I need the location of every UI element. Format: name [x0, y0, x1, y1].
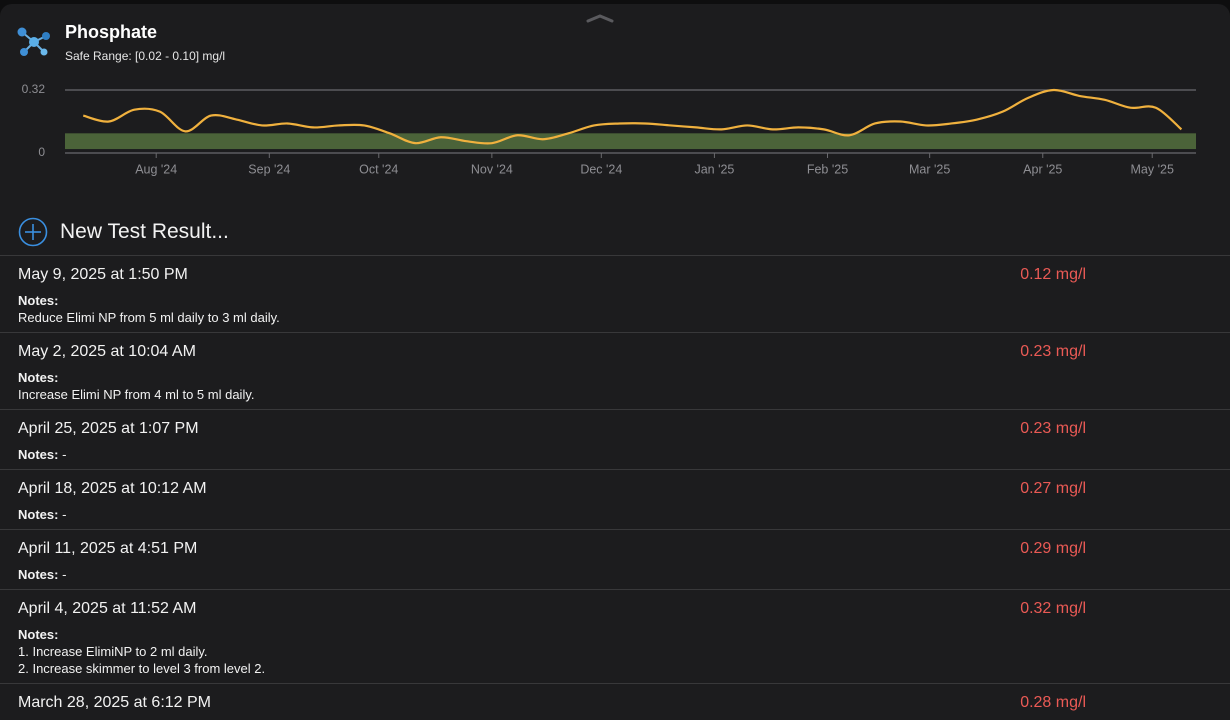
result-value: 0.27 mg/l: [1020, 480, 1086, 497]
chart: Phosphate Safe Range: [0.02 - 0.10] mg/l…: [17, 14, 1196, 176]
data-line: [82, 88, 1183, 145]
y-tick-label: 0.32: [22, 82, 46, 96]
result-value: 0.28 mg/l: [1020, 694, 1086, 711]
result-row[interactable]: April 11, 2025 at 4:51 PM 0.29 mg/l Notes:…: [0, 529, 1230, 589]
result-row[interactable]: April 18, 2025 at 10:12 AM 0.27 mg/l Notes…: [0, 469, 1230, 529]
result-row[interactable]: April 25, 2025 at 1:07 PM 0.23 mg/l Notes:…: [0, 409, 1230, 469]
result-row[interactable]: May 2, 2025 at 10:04 AM 0.23 mg/l Notes: In…: [0, 332, 1230, 409]
x-tick-label: Dec '24: [580, 162, 622, 176]
notes-block: Notes: -: [18, 506, 1230, 523]
notes-text: -: [62, 447, 67, 462]
icon: [17, 27, 50, 56]
x-tick-label: Feb '25: [807, 162, 848, 176]
notes-text: Reduce Elimi NP from 5 ml daily to 3 ml …: [18, 310, 280, 325]
x-tick-label: Sep '24: [248, 162, 290, 176]
result-value: 0.23 mg/l: [1020, 420, 1086, 437]
notes-block: Notes:: [18, 292, 1230, 309]
plus-icon: [18, 217, 48, 247]
notes-text: 1. Increase ElimiNP to 2 ml daily.: [18, 644, 208, 659]
subtitle: Safe Range: [0.02 - 0.10] mg/l: [65, 49, 225, 63]
result-date: March 28, 2025 at 6:12 PM: [18, 694, 211, 711]
result-list: May 9, 2025 at 1:50 PM 0.12 mg/l Notes: Red…: [0, 255, 1230, 720]
safe-range-band: [65, 133, 1196, 150]
notes-label: Notes:: [18, 507, 59, 522]
result-row[interactable]: March 28, 2025 at 6:12 PM0.28 mg/lNotes:…: [0, 683, 1230, 720]
notes-label: Notes:: [18, 567, 59, 582]
result-date: May 9, 2025 at 1:50 PM: [18, 266, 188, 283]
notes-label: Notes:: [18, 627, 59, 642]
result-row[interactable]: April 4, 2025 at 11:52 AM 0.32 mg/l Notes:…: [0, 589, 1230, 683]
notes-text: -: [62, 567, 67, 582]
x-tick-label: May '25: [1131, 162, 1174, 176]
new-test-result-label: New Test Result...: [60, 220, 229, 243]
result-date: April 4, 2025 at 11:52 AM: [18, 600, 197, 617]
notes-text: Increase Elimi NP from 4 ml to 5 ml dail…: [18, 387, 255, 402]
notes-label: Notes:: [18, 293, 59, 308]
notes-text: -: [62, 507, 67, 522]
y-tick-label: 0: [38, 145, 45, 159]
new-test-result-button[interactable]: New Test Result...: [18, 215, 229, 249]
x-tick-label: Aug '24: [135, 162, 177, 176]
notes-label: Notes:: [18, 370, 59, 385]
result-value: 0.12 mg/l: [1020, 266, 1086, 283]
x-tick-label: Nov '24: [471, 162, 513, 176]
result-date: April 25, 2025 at 1:07 PM: [18, 420, 199, 437]
x-tick-label: Oct '24: [359, 162, 398, 176]
title: Phosphate: [65, 22, 157, 42]
notes-block: Notes:: [18, 369, 1230, 386]
x-tick-label: Apr '25: [1023, 162, 1062, 176]
result-row[interactable]: May 9, 2025 at 1:50 PM 0.12 mg/l Notes: Red…: [0, 255, 1230, 332]
notes-label: Notes:: [18, 447, 59, 462]
notes-block: Notes: -: [18, 566, 1230, 583]
result-date: April 18, 2025 at 10:12 AM: [18, 480, 207, 497]
x-tick-label: Jan '25: [694, 162, 734, 176]
result-date: April 11, 2025 at 4:51 PM: [18, 540, 198, 557]
result-value: 0.32 mg/l: [1020, 600, 1086, 617]
result-value: 0.29 mg/l: [1020, 540, 1086, 557]
x-tick-label: Mar '25: [909, 162, 950, 176]
result-date: May 2, 2025 at 10:04 AM: [18, 343, 196, 360]
app: Phosphate Safe Range: [0.02 - 0.10] mg/l…: [0, 4, 1230, 720]
result-value: 0.23 mg/l: [1020, 343, 1086, 360]
drag-handle[interactable]: [586, 14, 614, 23]
notes-text: 2. Increase skimmer to level 3 from leve…: [18, 661, 266, 676]
notes-block: Notes:: [18, 626, 1230, 643]
notes-block: Notes: -: [18, 446, 1230, 463]
